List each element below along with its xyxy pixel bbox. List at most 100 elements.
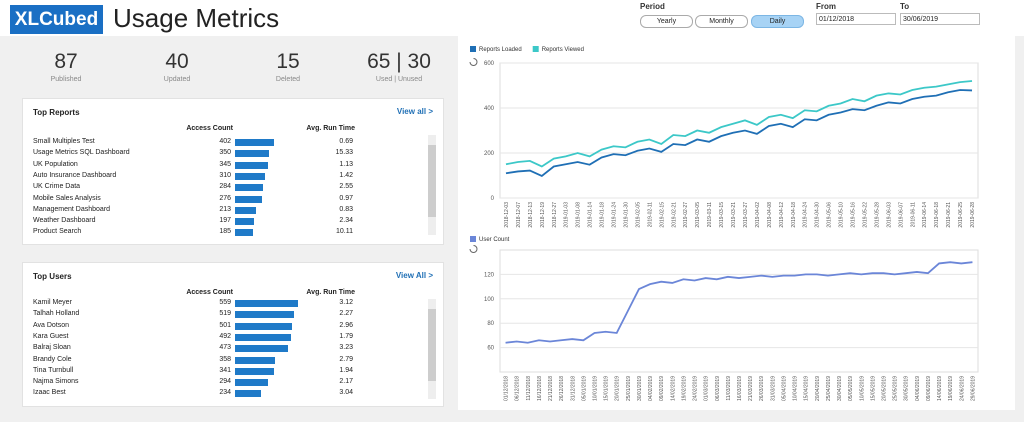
x-tick-label: 2019-03-11 bbox=[707, 202, 713, 227]
x-tick-label: 2019-03-05 bbox=[695, 202, 701, 228]
x-tick-label: 10/04/2019 bbox=[793, 376, 799, 401]
access-bar bbox=[235, 300, 299, 307]
x-tick-label: 26/03/2019 bbox=[759, 376, 765, 401]
access-bar bbox=[235, 161, 269, 169]
x-tick-label: 05/05/2019 bbox=[848, 376, 854, 401]
x-tick-label: 21/03/2019 bbox=[748, 376, 754, 401]
run-time: 2.55 bbox=[339, 183, 353, 191]
access-bar bbox=[235, 229, 253, 237]
card-title: Top Reports bbox=[33, 108, 80, 117]
period-label: Period bbox=[640, 2, 665, 11]
row-name: Management Dashboard bbox=[33, 205, 111, 213]
access-bar bbox=[235, 322, 292, 330]
row-name: Najma Simons bbox=[33, 378, 79, 386]
access-bar bbox=[235, 184, 263, 192]
x-tick-label: 2018-12-27 bbox=[552, 202, 558, 228]
plot-border bbox=[499, 62, 979, 199]
access-bar bbox=[235, 206, 256, 214]
x-tick-label: 24/06/2019 bbox=[959, 376, 965, 401]
from-label: From bbox=[816, 2, 836, 11]
kpi-value: 40 bbox=[165, 50, 189, 73]
x-tick-label: 09/02/2019 bbox=[659, 376, 665, 401]
access-count: 473 bbox=[219, 344, 231, 352]
view-all-link[interactable]: View all > bbox=[396, 107, 433, 116]
kpi-label: Deleted bbox=[275, 76, 301, 83]
access-count: 350 bbox=[219, 149, 231, 157]
x-tick-label: 16/12/2018 bbox=[537, 376, 543, 401]
kpi: 40 Updated bbox=[127, 50, 227, 83]
access-count: 294 bbox=[219, 378, 231, 386]
x-tick-label: 20/04/2019 bbox=[815, 376, 821, 401]
period-button[interactable]: Yearly bbox=[640, 15, 693, 28]
access-bar bbox=[235, 150, 269, 158]
kpi-value: 65 | 30 bbox=[367, 50, 431, 73]
to-input[interactable]: 30/06/2019 bbox=[900, 13, 980, 25]
run-time: 2.79 bbox=[339, 355, 353, 363]
x-tick-label: 19/06/2019 bbox=[948, 376, 954, 401]
legend-swatch bbox=[470, 46, 476, 52]
access-bar bbox=[235, 311, 294, 319]
charts-panel: 0 200 400 600 2018-12-03 2018-12-07 2018-12-13… bbox=[458, 35, 1015, 410]
legend-label: User Count bbox=[479, 237, 510, 243]
refresh-icon bbox=[469, 245, 478, 253]
x-tick-label: 10/01/2019 bbox=[592, 376, 598, 401]
view-all-link[interactable]: View All > bbox=[395, 271, 433, 280]
column-header: Avg. Run Time bbox=[306, 125, 355, 132]
x-tick-label: 2019-04-30 bbox=[815, 202, 821, 228]
run-time: 1.13 bbox=[339, 160, 353, 168]
x-tick-label: 2019-05-16 bbox=[851, 202, 857, 228]
from-input[interactable]: 01/12/2018 bbox=[816, 13, 896, 25]
kpi: 87 Published bbox=[16, 50, 116, 83]
x-tick-label: 31/12/2018 bbox=[570, 376, 576, 401]
row-name: Mobile Sales Analysis bbox=[33, 194, 101, 202]
x-tick-label: 21/12/2018 bbox=[548, 376, 554, 401]
row-name: Balraj Sloan bbox=[33, 344, 71, 352]
x-tick-label: 2019-05-28 bbox=[874, 202, 880, 228]
row-name: Izaac Best bbox=[33, 389, 66, 397]
x-tick-label: 2019-02-21 bbox=[671, 202, 677, 228]
access-bar bbox=[235, 356, 276, 364]
period-button[interactable]: Daily bbox=[751, 15, 804, 28]
x-tick-label: 25/01/2019 bbox=[626, 376, 632, 401]
access-count: 358 bbox=[219, 355, 231, 363]
row-name: Ava Dotson bbox=[33, 321, 70, 329]
logo: XLCubed bbox=[10, 5, 103, 34]
x-tick-label: 2019-02-15 bbox=[659, 202, 665, 228]
access-bar bbox=[235, 345, 289, 353]
x-tick-label: 2019-06-21 bbox=[946, 202, 952, 228]
scrollbar-thumb bbox=[428, 309, 436, 381]
access-bar bbox=[235, 390, 262, 398]
run-time: 3.04 bbox=[339, 389, 353, 397]
run-time: 2.34 bbox=[339, 217, 353, 225]
kpi-value: 15 bbox=[276, 50, 300, 73]
row-name: Product Search bbox=[33, 228, 82, 236]
legend-swatch bbox=[470, 236, 476, 242]
x-tick-label: 15/01/2019 bbox=[604, 376, 610, 401]
kpi-value: 87 bbox=[54, 50, 78, 73]
plot-border bbox=[499, 249, 979, 373]
x-tick-label: 2019-01-24 bbox=[612, 202, 618, 228]
period-button[interactable]: Monthly bbox=[695, 15, 748, 28]
kpi-label: Used | Unused bbox=[375, 76, 423, 83]
kpi: 65 | 30 Used | Unused bbox=[349, 50, 449, 83]
x-tick-label: 2019-01-18 bbox=[600, 202, 606, 228]
card-title: Top Users bbox=[33, 272, 72, 281]
x-tick-label: 2019-06-11 bbox=[910, 202, 916, 227]
x-tick-label: 2019-03-15 bbox=[719, 202, 725, 228]
run-time: 1.94 bbox=[339, 366, 353, 374]
access-bar bbox=[235, 379, 269, 387]
x-tick-label: 2019-01-03 bbox=[564, 202, 570, 228]
x-tick-label: 25/05/2019 bbox=[893, 376, 899, 401]
run-time: 2.96 bbox=[339, 321, 353, 329]
x-tick-label: 2019-02-27 bbox=[683, 202, 689, 228]
y-tick-label: 60 bbox=[487, 346, 494, 352]
run-time: 0.83 bbox=[339, 205, 353, 213]
x-tick-label: 24/02/2019 bbox=[693, 376, 699, 401]
access-count: 234 bbox=[219, 389, 231, 397]
x-tick-label: 05/04/2019 bbox=[781, 376, 787, 401]
row-name: Weather Dashboard bbox=[33, 217, 96, 225]
x-tick-label: 2018-12-13 bbox=[528, 202, 534, 228]
x-tick-label: 04/06/2019 bbox=[915, 376, 921, 401]
x-tick-label: 25/04/2019 bbox=[826, 376, 832, 401]
